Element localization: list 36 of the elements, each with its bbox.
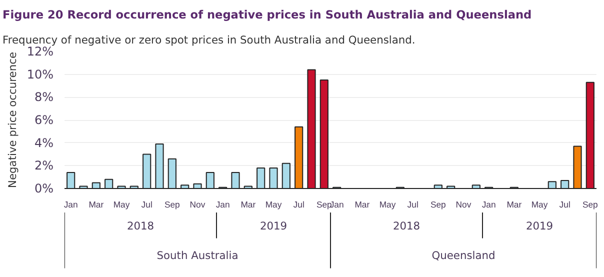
x-tick-label: Nov [190,200,206,210]
text: South Australia [156,248,238,262]
x-tick-label: Sep [582,200,598,210]
x-tick-label: Jan [64,200,78,210]
y-tick-label: 0% [34,182,54,196]
x-tick-label: Jul [293,200,304,210]
x-tick-label: Mar [240,200,256,210]
x-tick-label: May [531,200,548,210]
x-tick-label: Nov [456,200,472,210]
y-tick-label: 12% [26,44,54,58]
x-tick-label: Mar [88,200,104,210]
y-tick-label: 10% [26,67,54,82]
text: Queensland [432,248,496,262]
x-tick-label: Jul [559,200,570,210]
y-tick-label: 8% [34,90,54,104]
chart-title: Figure 20 Record occurrence of negative prices in South Australia and Queensland [2,8,532,22]
text: 2018 [392,219,420,232]
x-tick-label: May [379,200,396,210]
x-tick-label: Jul [141,200,152,210]
text: 2019 [260,219,288,232]
x-tick-label: May [265,200,282,210]
y-axis-title: Negative price occurence [6,52,19,188]
y-tick-label: 2% [34,158,54,173]
chart-subtitle: Frequency of negative or zero spot prices in South Australia and Queensland. [2,34,416,46]
x-tick-label: May [113,200,130,210]
x-tick-label: Jan [216,200,230,210]
x-tick-label: Sep [430,200,446,210]
x-tick-label: Mar [506,200,522,210]
text: 2018 [126,219,154,232]
x-tick-label: Sep [164,200,180,210]
x-tick-label: Jul [407,200,418,210]
x-tick-label: Mar [354,200,370,210]
y-tick-label: 6% [34,113,54,127]
x-tick-label: Jan [482,200,496,210]
y-tick-label: 4% [34,136,54,150]
text: 2019 [526,219,554,232]
